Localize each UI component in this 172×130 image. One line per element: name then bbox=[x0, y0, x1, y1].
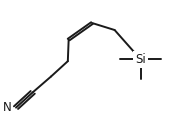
Text: N: N bbox=[3, 101, 12, 114]
Text: Si: Si bbox=[135, 53, 146, 66]
